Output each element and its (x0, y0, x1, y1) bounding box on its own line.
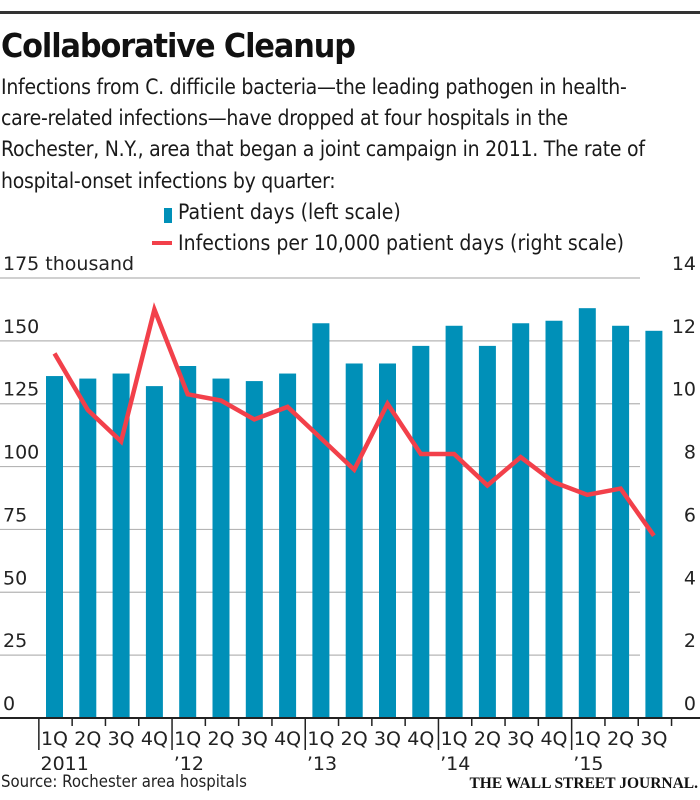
x-tick-label: 1Q (174, 728, 201, 750)
bar (212, 378, 230, 718)
legend-label-patient-days: Patient days (left scale) (178, 200, 401, 225)
right-tick-label: 14 (672, 253, 696, 275)
left-tick-label: 50 (3, 567, 27, 589)
x-tick-label: 1Q (41, 728, 68, 750)
line-series-infections (52, 302, 656, 538)
x-tick-label: 3Q (108, 728, 135, 750)
right-tick-label: 10 (672, 379, 696, 401)
x-tick-label: 1Q (441, 728, 468, 750)
left-tick-label: 150 (3, 316, 39, 338)
bar (445, 325, 463, 718)
x-year-label: ’13 (307, 753, 337, 770)
x-tick-label: 3Q (241, 728, 268, 750)
bar (46, 376, 63, 718)
bar (412, 345, 430, 718)
left-tick-label: 100 (3, 442, 39, 464)
x-tick-label: 4Q (407, 728, 434, 750)
x-tick-label: 1Q (574, 728, 601, 750)
x-year-label: ’14 (440, 753, 470, 770)
bar (145, 386, 163, 718)
top-rule (0, 11, 700, 14)
bar (179, 366, 197, 718)
bar (345, 363, 363, 718)
bar (612, 325, 630, 718)
x-year-label: ’12 (174, 753, 204, 770)
right-tick-label: 8 (684, 442, 696, 464)
chart-title: Collaborative Cleanup (1, 26, 356, 65)
x-tick-label: 2Q (474, 728, 501, 750)
x-tick-label: 2Q (341, 728, 368, 750)
left-tick-label: 0 (3, 693, 15, 715)
bar (245, 381, 263, 718)
bar (645, 330, 663, 718)
right-tick-label: 4 (684, 567, 696, 589)
legend-bar-swatch (164, 208, 172, 223)
right-tick-label: 6 (684, 504, 696, 526)
bar (379, 363, 396, 718)
x-tick-label: 3Q (374, 728, 401, 750)
x-tick-label: 2Q (74, 728, 101, 750)
right-tick-label: 12 (672, 316, 696, 338)
x-tick-label: 4Q (274, 728, 301, 750)
chart-plot: 0 25 50 75 100 125 150 175 thousand 0 2 4 6 8 10 12 14… (0, 253, 700, 770)
x-tick-label: 4Q (141, 728, 168, 750)
bar (512, 323, 530, 718)
publisher-logo: THE WALL STREET JOURNAL. (469, 775, 698, 792)
left-tick-label: 125 (3, 379, 39, 401)
left-tick-label: 75 (3, 504, 27, 526)
bar (478, 345, 496, 718)
right-tick-label: 2 (684, 630, 696, 652)
legend-label-infections: Infections per 10,000 patient days (righ… (178, 231, 625, 256)
right-tick-label: 0 (684, 693, 696, 715)
bar (312, 323, 330, 718)
x-tick-label: 4Q (540, 728, 567, 750)
x-year-label: 2011 (41, 753, 89, 770)
legend-line-swatch (152, 241, 172, 245)
bar (578, 308, 596, 718)
bar (545, 320, 563, 718)
left-tick-label: 25 (3, 630, 27, 652)
x-year-label: ’15 (573, 753, 603, 770)
bar-series-patient-days (46, 308, 663, 718)
bar (79, 378, 97, 718)
x-axis: 1Q 2Q 3Q 4Q 1Q 2Q 3Q 4Q 1Q 2Q 3Q 4Q 1Q 2Q 3Q 4Q 1Q 2Q 3Q 20… (0, 717, 700, 770)
left-tick-label: 175 thousand (3, 253, 134, 275)
bar (112, 373, 130, 718)
x-tick-label: 1Q (307, 728, 334, 750)
chart-subtitle: Infections from C. difficile bacteria—th… (1, 75, 645, 194)
x-tick-label: 3Q (507, 728, 534, 750)
x-tick-label: 2Q (207, 728, 234, 750)
right-axis-ticks: 0 2 4 6 8 10 12 14 (672, 253, 696, 715)
x-tick-label: 3Q (640, 728, 667, 750)
source-note: Source: Rochester area hospitals (1, 772, 247, 792)
left-axis-ticks: 0 25 50 75 100 125 150 175 thousand (3, 253, 134, 715)
x-tick-label: 2Q (607, 728, 634, 750)
bar (279, 373, 297, 718)
